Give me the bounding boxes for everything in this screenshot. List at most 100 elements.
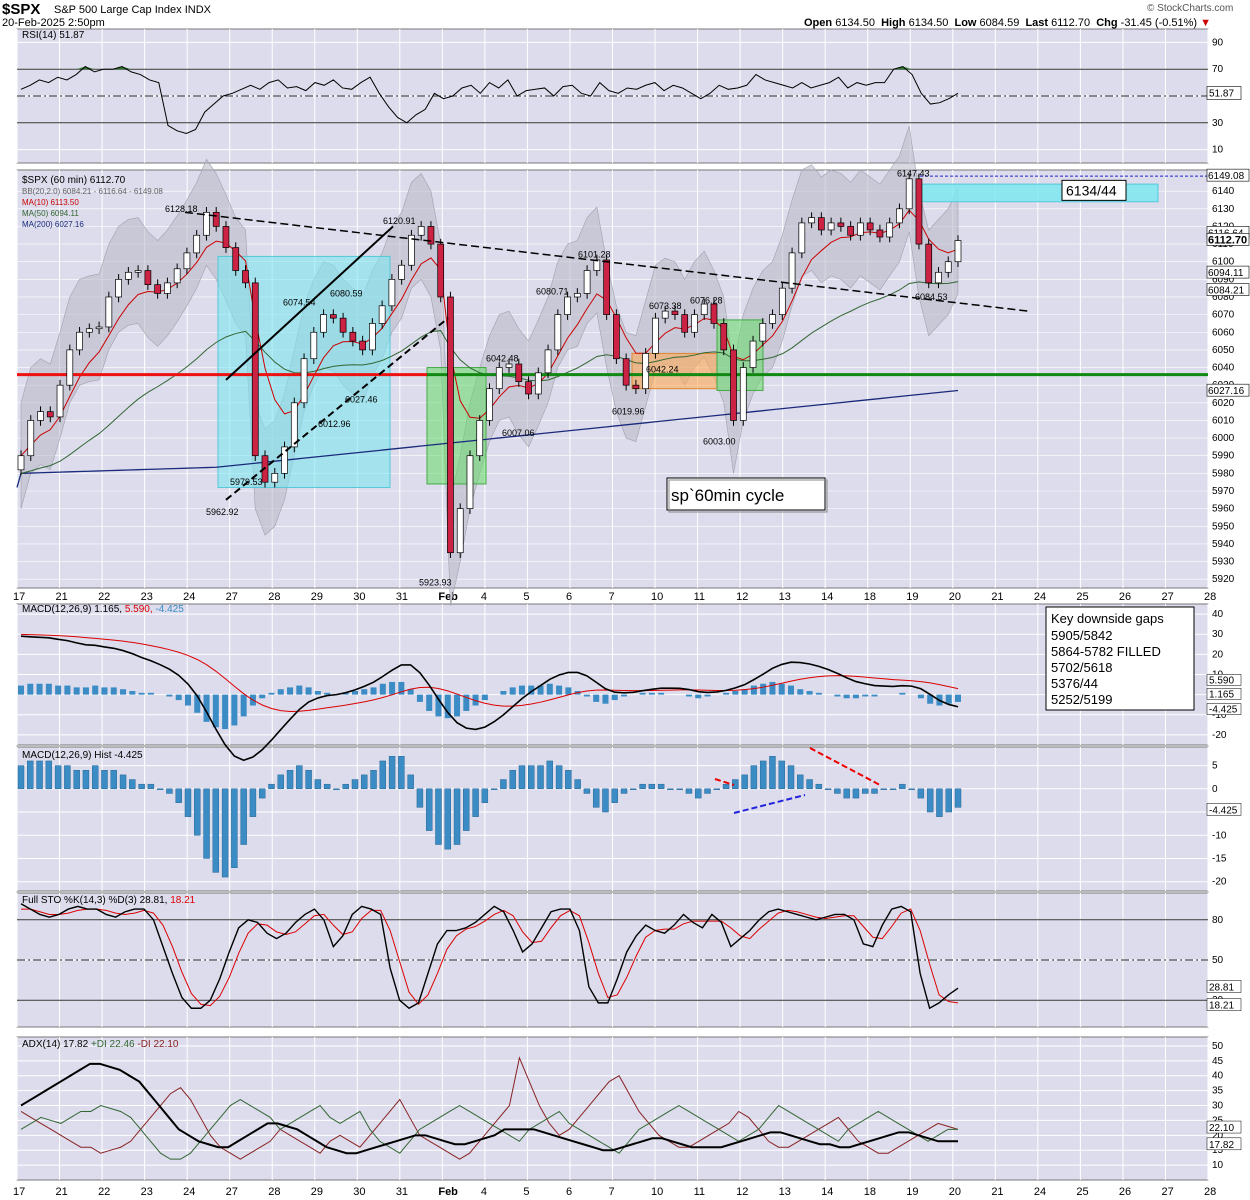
candle-body [827, 222, 835, 231]
adx-tick-label: 50 [1212, 1041, 1224, 1052]
macd-hist-bar [287, 687, 294, 695]
macd-value-label: -4.425 [1209, 705, 1238, 716]
price-annotation: 6007.06 [502, 428, 535, 438]
hist-bar [936, 788, 943, 817]
macd-hist-bar [648, 692, 655, 695]
hist-bar [416, 788, 424, 808]
macd-hist-bar [546, 683, 553, 695]
price-annotation: 6042.48 [486, 354, 519, 364]
macd-hist-bar [27, 683, 34, 695]
candle-body [46, 411, 54, 418]
hist-bar [880, 788, 887, 791]
price-value-label: 6149.08 [1208, 171, 1245, 182]
adx-x-label: 17 [13, 1186, 25, 1198]
hist-bar [54, 765, 62, 790]
macd-hist-bar [361, 689, 368, 695]
hist-bar [166, 788, 173, 794]
hist-bar [444, 788, 451, 850]
candle-body [730, 349, 737, 421]
macd-hist-bar [55, 685, 62, 695]
macd-hist-bar [426, 694, 433, 711]
price-tick-label: 6090 [1212, 274, 1235, 285]
price-x-label: 4 [481, 591, 487, 603]
symbol: $SPX [2, 1, 41, 18]
price-x-label: 12 [736, 591, 748, 603]
hist-bar [713, 788, 720, 791]
candle-body [173, 268, 181, 284]
candle-body [105, 296, 113, 328]
candle-body [915, 178, 923, 245]
macd-hist-bar [500, 691, 507, 695]
hist-tick-label: -10 [1212, 830, 1227, 841]
hist-bar [129, 779, 136, 790]
macd-hist-bar [92, 685, 99, 695]
hist-value-label: -4.425 [1209, 805, 1238, 816]
candle-body [251, 282, 259, 457]
target-label-box [1061, 179, 1127, 201]
hist-bar [17, 765, 25, 790]
hist-bar [453, 788, 461, 845]
hist-bar [750, 765, 758, 790]
hist-bar [147, 783, 155, 790]
macd-hist-bar [175, 694, 182, 701]
price-x-label: 21 [56, 591, 68, 603]
candle-body [427, 226, 435, 245]
adx-x-label: 27 [1161, 1186, 1173, 1198]
price-x-label: 25 [1076, 591, 1088, 603]
candle-body [27, 420, 35, 457]
adx-tick-label: 10 [1212, 1160, 1224, 1171]
hist-red-divergence-line [809, 747, 881, 786]
price-tick-label: 6140 [1212, 186, 1235, 197]
price-tick-label: 6040 [1212, 363, 1235, 374]
macd-hist-bar [509, 687, 516, 695]
price-annotation: 6042.24 [646, 364, 679, 374]
candle-body [925, 243, 933, 284]
macd-hist-bar [917, 694, 924, 699]
candle-body [847, 226, 854, 236]
adx-x-label: 28 [268, 1186, 280, 1198]
adx-value-box [1206, 1120, 1242, 1134]
price-x-label: 21 [991, 591, 1003, 603]
adx-x-label: 5 [523, 1186, 529, 1198]
sto-value-label: 18.21 [1209, 1001, 1234, 1012]
hist-bar [27, 760, 34, 790]
price-x-label: 11 [694, 591, 705, 603]
hist-bar [667, 788, 674, 791]
hist-bar [704, 788, 711, 794]
macd-hist-bar [120, 689, 127, 695]
candle-body [359, 340, 366, 351]
candle-body [534, 372, 542, 395]
macd-hist-bar [723, 692, 730, 695]
hist-bar [490, 788, 498, 791]
hist-bar [685, 788, 693, 794]
macd-value-box [1206, 703, 1242, 715]
adx-tick-label: 40 [1212, 1071, 1224, 1082]
candle-body [183, 252, 191, 270]
candle-body [290, 402, 298, 448]
hist-bar [797, 774, 804, 790]
macd-value-box [1206, 674, 1242, 686]
hist-value-box [1206, 803, 1242, 816]
candle-body [310, 331, 318, 360]
price-annotation: 5923.93 [419, 578, 452, 588]
price-tick-label: 5950 [1212, 521, 1235, 532]
adx-x-label: 7 [609, 1186, 615, 1198]
macd-hist-bar [129, 691, 136, 695]
macd-hist-bar [184, 694, 191, 706]
macd-hist-bar [389, 681, 396, 695]
adx-x-label: 6 [566, 1186, 572, 1198]
price-x-label: 27 [226, 591, 238, 603]
candle-body [212, 211, 220, 227]
gap-item: 5376/44 [1051, 676, 1098, 691]
candle-body [378, 305, 386, 324]
adx-x-label: 24 [1034, 1186, 1046, 1198]
hist-bar [592, 788, 600, 808]
macd-hist-bar [611, 694, 618, 701]
candle-body [739, 367, 747, 421]
price-tick-label: 6050 [1212, 345, 1235, 356]
candle-body [935, 271, 942, 284]
hist-bar [407, 774, 414, 790]
rsi-line [20, 65, 959, 135]
high-value: 6134.50 [908, 17, 949, 29]
macd-tick-label: -20 [1212, 730, 1227, 741]
